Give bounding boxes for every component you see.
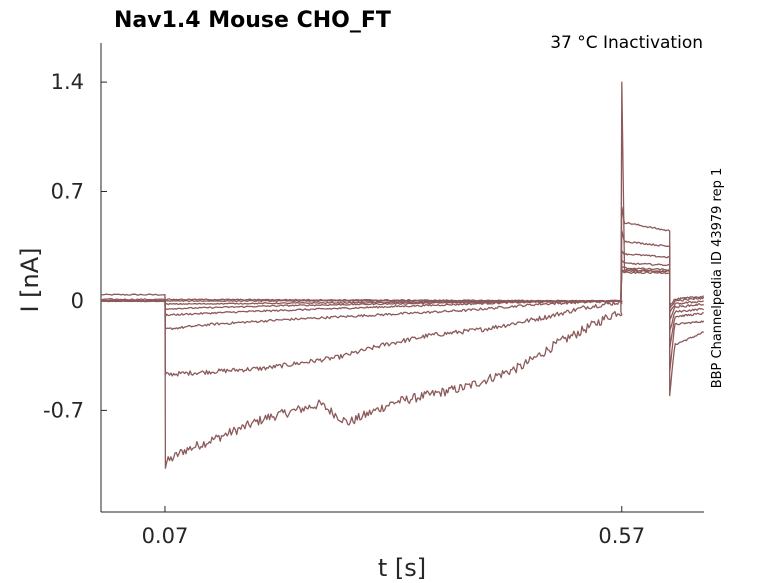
y-axis-label: I [nA] [16,247,44,312]
chart-title: Nav1.4 Mouse CHO_FT [114,8,391,33]
trace-line [100,259,704,321]
trace-line [100,250,704,332]
x-ticks: 0.07 0.57 [142,506,645,548]
trace-line [101,206,705,377]
side-note: BBP Channelpedia ID 43979 rep 1 [710,168,725,389]
y-ticks: 1.4 0.7 0 -0.7 [43,70,107,422]
trace-line [100,81,704,469]
chart-subtitle: 37 °C Inactivation [550,33,703,53]
x-tick-label: 0.07 [142,524,189,548]
trace-line [100,270,704,307]
traces [100,81,705,469]
y-tick-label: -0.7 [43,398,84,422]
x-axis-label: t [s] [378,554,426,582]
x-tick-label: 0.57 [598,524,645,548]
plot-area: 1.4 0.7 0 -0.7 0.07 0.57 [43,43,705,548]
y-tick-label: 0 [71,289,84,313]
trace-line [100,229,704,350]
y-tick-label: 0.7 [51,180,84,204]
y-tick-label: 1.4 [51,70,84,94]
